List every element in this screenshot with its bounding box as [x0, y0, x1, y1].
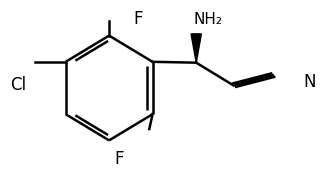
Text: NH₂: NH₂: [193, 12, 222, 27]
Text: F: F: [114, 150, 124, 168]
Text: Cl: Cl: [10, 76, 27, 94]
Text: F: F: [134, 10, 143, 28]
Polygon shape: [191, 34, 202, 63]
Text: N: N: [304, 73, 316, 91]
